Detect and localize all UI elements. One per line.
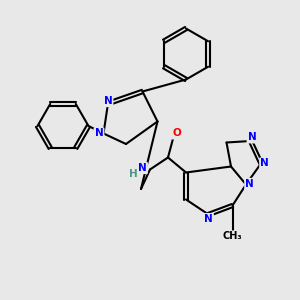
Text: N: N: [138, 163, 147, 173]
Text: N: N: [248, 132, 256, 142]
Text: O: O: [172, 128, 182, 139]
Text: N: N: [204, 214, 213, 224]
Text: H: H: [129, 169, 138, 179]
Text: CH₃: CH₃: [223, 231, 242, 242]
Text: N: N: [103, 96, 112, 106]
Text: N: N: [245, 179, 254, 189]
Text: N: N: [260, 158, 269, 169]
Text: N: N: [94, 128, 103, 139]
